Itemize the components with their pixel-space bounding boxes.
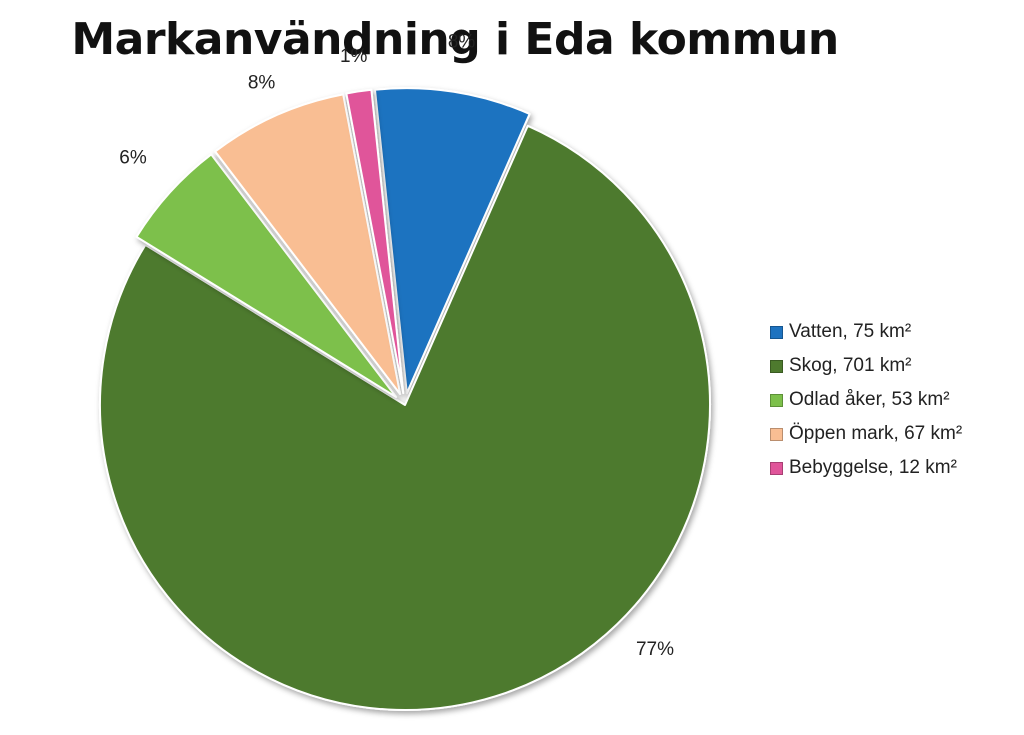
data-label: 8%	[248, 73, 276, 94]
legend-swatch	[770, 427, 783, 441]
legend-label: Bebyggelse, 12 km²	[789, 457, 957, 478]
legend-item: Odlad åker, 53 km²	[770, 383, 962, 417]
legend-label: Vatten, 75 km²	[789, 321, 912, 342]
legend-item: Vatten, 75 km²	[770, 315, 962, 349]
data-label: 1%	[340, 46, 368, 67]
pie-slice-öppen-mark	[214, 93, 402, 396]
pie-slice-vatten	[373, 87, 531, 395]
pie-slice-odlad-åker	[135, 153, 398, 398]
legend-item: Skog, 701 km²	[770, 349, 962, 383]
chart-title: Markanvändning i Eda kommun	[71, 14, 839, 65]
pie-slice-skog	[99, 124, 711, 711]
legend-label: Öppen mark, 67 km²	[789, 423, 963, 444]
data-label: 6%	[119, 148, 147, 169]
pie-slice-bebyggelse	[345, 88, 405, 395]
legend-label: Odlad åker, 53 km²	[789, 389, 950, 410]
legend-swatch	[770, 393, 783, 407]
legend-item: Bebyggelse, 12 km²	[770, 451, 962, 485]
legend: Vatten, 75 km² Skog, 701 km² Odlad åker, 5…	[770, 315, 962, 485]
data-label: 77%	[636, 639, 674, 660]
legend-swatch	[770, 325, 783, 339]
legend-label: Skog, 701 km²	[789, 355, 912, 376]
legend-swatch	[770, 359, 783, 373]
legend-swatch	[770, 461, 783, 475]
data-label: 8%	[448, 31, 476, 52]
legend-item: Öppen mark, 67 km²	[770, 417, 962, 451]
